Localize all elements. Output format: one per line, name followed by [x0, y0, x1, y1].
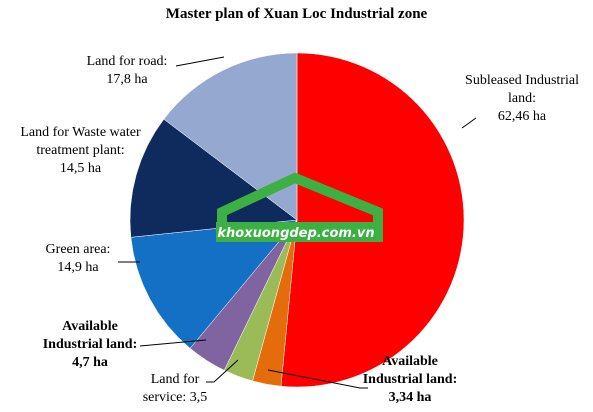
leader-line	[461, 117, 477, 129]
watermark-url: khoxuongdep.com.vn	[217, 226, 374, 241]
value-label: 3,5	[189, 390, 208, 405]
value-label: 62,46 ha	[497, 109, 547, 124]
watermark: khoxuongdep.com.vn	[216, 172, 383, 242]
value-label: 17,8 ha	[106, 72, 148, 87]
value-label: 3,34 ha	[388, 390, 432, 405]
category-label: Land for Waste water treatment plant:	[20, 125, 141, 158]
category-label: Subleased Industrial land:	[465, 73, 579, 106]
category-label: Green area:	[45, 242, 111, 257]
value-label: 14,5 ha	[59, 161, 102, 176]
category-label: Land for service:	[142, 372, 200, 405]
data-label: Land for service: 3,5	[135, 371, 215, 407]
category-label: Land for road:	[86, 54, 168, 69]
chart-title: Master plan of Xuan Loc Industrial zone	[165, 6, 428, 22]
data-label: Available Industrial land: 3,34 ha	[362, 353, 458, 407]
leader-line	[175, 56, 225, 67]
data-label: Green area: 14,9 ha	[28, 241, 128, 277]
pie-slice	[129, 118, 298, 238]
value-label: 4,7 ha	[72, 355, 108, 370]
data-label: Land for Waste water treatment plant: 14,…	[18, 124, 143, 178]
leader-line	[267, 369, 368, 389]
leader-line	[139, 339, 207, 347]
pie-slice	[280, 52, 465, 388]
leader-line	[206, 359, 239, 383]
data-label: Available Industrial land: 4,7 ha	[42, 318, 138, 372]
pie-slice	[130, 219, 298, 349]
data-label: Land for road: 17,8 ha	[62, 53, 192, 89]
slices	[129, 52, 465, 388]
category-label: Available Industrial land:	[362, 354, 458, 387]
pie-slice	[163, 52, 298, 221]
data-label: Subleased Industrial land: 62,46 ha	[462, 72, 582, 126]
value-label: 14,9 ha	[57, 260, 99, 275]
watermark-band	[216, 222, 376, 242]
category-label: Available Industrial land:	[42, 319, 138, 352]
leader-lines	[118, 56, 477, 389]
